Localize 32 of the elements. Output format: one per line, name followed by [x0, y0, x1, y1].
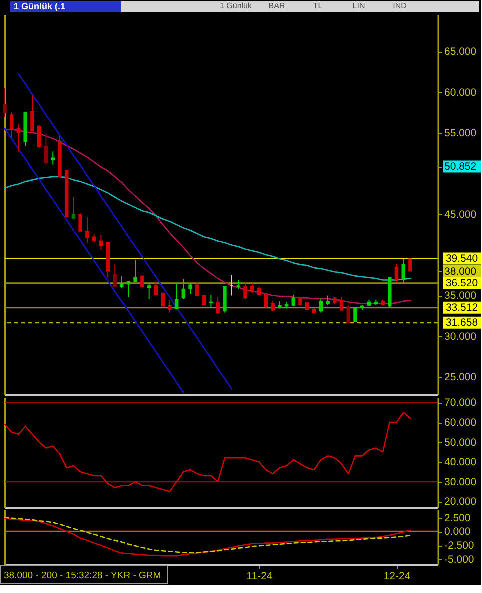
y-tick-label: 30.000: [444, 330, 477, 343]
y-tick-label: -5.000: [444, 554, 474, 566]
ref-line-label: 31.658: [446, 316, 478, 329]
y-tick-label: 45.000: [444, 208, 477, 221]
text: LIN: [352, 2, 366, 10]
ref-line-label: 33.512: [446, 302, 478, 314]
y-tick-label: 0.000: [444, 526, 471, 538]
y-tick-label: 30.000: [444, 476, 477, 488]
text: TL: [313, 2, 324, 10]
y-tick-label: 50.000: [444, 436, 477, 449]
y-tick-label: 20.000: [444, 496, 477, 508]
ref-line-label: 39.540: [446, 252, 478, 265]
y-tick-label: 40.000: [444, 456, 477, 469]
y-tick-label: 60.000: [444, 86, 477, 99]
y-tick-label: 2.500: [444, 512, 471, 524]
y-tick-label: 70.000: [444, 397, 477, 410]
y-tick-label: -2.500: [444, 540, 474, 552]
chart-title: 1 Günlük (.1: [14, 2, 66, 12]
y-tick-label: 55.000: [444, 127, 477, 140]
text: IND: [393, 2, 408, 10]
y-tick-label: 65.000: [444, 46, 477, 58]
x-tick-label: 11-24: [246, 570, 273, 582]
x-tick-label: 12-24: [384, 570, 411, 582]
y-tick-label: 60.000: [444, 417, 477, 430]
y-tick-label: 25.000: [444, 372, 477, 384]
ref-line-label: 36.520: [446, 277, 478, 290]
text: 38.000 - 200 - 15:32:28 - YKR - GRM: [4, 570, 162, 582]
text: 1 Günlük: [220, 2, 254, 10]
y-tick-label: 35.000: [444, 290, 477, 302]
y-tick-label: 50.852: [444, 161, 477, 174]
text: BAR: [268, 2, 286, 10]
y-tick-label: 38.000: [444, 266, 477, 278]
